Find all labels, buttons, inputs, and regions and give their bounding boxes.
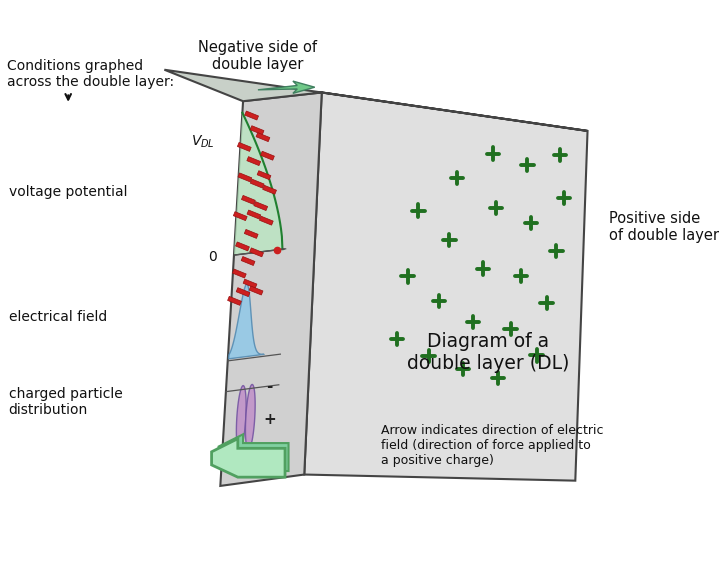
Polygon shape xyxy=(257,171,271,180)
Polygon shape xyxy=(229,284,264,359)
Polygon shape xyxy=(233,211,247,221)
Polygon shape xyxy=(235,242,249,251)
Polygon shape xyxy=(233,269,246,278)
Polygon shape xyxy=(238,173,252,182)
Polygon shape xyxy=(244,230,258,238)
Text: Negative side of
double layer: Negative side of double layer xyxy=(199,40,318,73)
Polygon shape xyxy=(238,142,251,151)
Polygon shape xyxy=(220,92,322,486)
Text: Positive side
of double layer: Positive side of double layer xyxy=(609,211,719,243)
Polygon shape xyxy=(219,434,289,471)
Polygon shape xyxy=(250,126,264,135)
Polygon shape xyxy=(241,256,255,265)
Polygon shape xyxy=(249,286,263,295)
Text: charged particle
distribution: charged particle distribution xyxy=(9,387,122,417)
Text: $V_{DL}$: $V_{DL}$ xyxy=(192,133,215,150)
Polygon shape xyxy=(236,386,246,451)
Polygon shape xyxy=(246,384,255,450)
Polygon shape xyxy=(247,156,261,166)
Polygon shape xyxy=(259,216,273,225)
Polygon shape xyxy=(254,202,268,210)
Text: -: - xyxy=(266,379,272,394)
Polygon shape xyxy=(256,133,270,142)
Text: 0: 0 xyxy=(208,250,217,264)
Text: +: + xyxy=(264,412,276,427)
Text: Arrow indicates direction of electric
field (direction of force applied to
a pos: Arrow indicates direction of electric fi… xyxy=(381,424,603,467)
Polygon shape xyxy=(245,111,258,120)
Polygon shape xyxy=(228,297,241,305)
Text: voltage potential: voltage potential xyxy=(9,185,127,199)
Polygon shape xyxy=(234,113,282,255)
Text: Conditions graphed
across the double layer:: Conditions graphed across the double lay… xyxy=(7,59,174,90)
Text: Diagram of a
double layer (DL): Diagram of a double layer (DL) xyxy=(407,332,569,373)
Polygon shape xyxy=(164,70,588,131)
Text: electrical field: electrical field xyxy=(9,310,107,324)
Polygon shape xyxy=(243,279,257,288)
Polygon shape xyxy=(261,151,274,160)
Polygon shape xyxy=(250,248,264,257)
Polygon shape xyxy=(236,287,250,297)
Polygon shape xyxy=(305,92,588,481)
Polygon shape xyxy=(212,439,285,477)
Polygon shape xyxy=(247,210,261,219)
Polygon shape xyxy=(241,196,256,204)
Polygon shape xyxy=(258,81,315,94)
Polygon shape xyxy=(251,179,264,188)
Polygon shape xyxy=(263,185,276,194)
